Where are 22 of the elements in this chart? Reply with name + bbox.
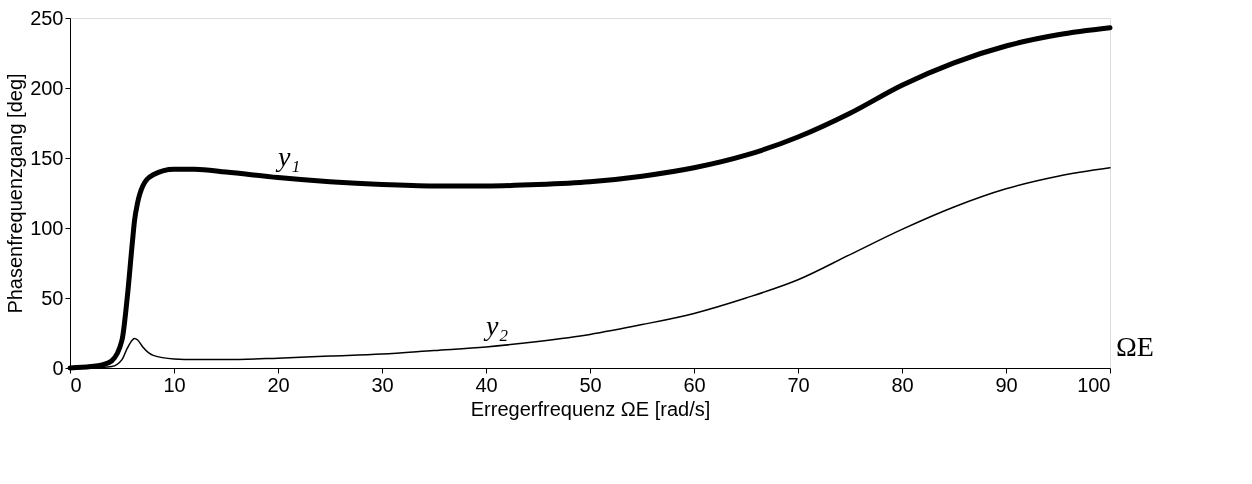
text: ΩE	[1116, 331, 1154, 362]
x-tick-label: 90	[995, 373, 1018, 396]
y-tick-label: 0	[52, 356, 64, 379]
x-axis-title: Erregerfrequenz ΩE [rad/s]	[470, 397, 711, 420]
series-label: y₂	[483, 310, 509, 341]
y-tick-label: 200	[30, 76, 64, 99]
x-tick-label: 50	[579, 373, 602, 396]
y-tick-label: 50	[41, 286, 64, 309]
y-tick-label: 100	[30, 216, 64, 239]
y-tick-label: 150	[30, 146, 64, 169]
x-tick-label: 80	[891, 373, 914, 396]
x-tick-label: 10	[163, 373, 186, 396]
x-tick-label: 20	[267, 373, 290, 396]
y-axis-title: Phasenfrequenzgang [deg]	[4, 73, 27, 314]
x-tick-label: 70	[787, 373, 810, 396]
x-tick-label: 30	[371, 373, 394, 396]
x-tick-label: 0	[70, 373, 82, 396]
x-tick-label: 40	[475, 373, 498, 396]
x-tick-label: 60	[683, 373, 706, 396]
x-tick-label: 100	[1077, 373, 1111, 396]
y-tick-label: 250	[30, 6, 64, 29]
series-label: y₁	[275, 140, 301, 172]
